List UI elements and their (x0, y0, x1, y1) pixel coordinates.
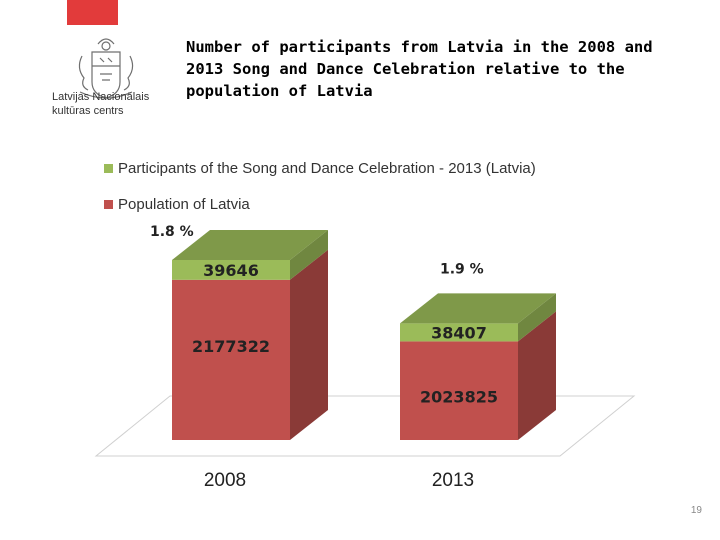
bar-participants-front (400, 323, 518, 342)
bar-participants-top (172, 230, 328, 260)
category-label: 2008 (204, 470, 246, 491)
percent-label: 1.8 % (150, 224, 194, 240)
legend-item-population: Population of Latvia (104, 196, 250, 213)
category-label: 2013 (432, 470, 474, 491)
value-label-population: 2023825 (420, 388, 498, 407)
bar-population-side (518, 311, 556, 440)
bar-participants-side (290, 230, 328, 280)
legend-swatch-participants (104, 164, 113, 173)
brand-accent-bar (67, 0, 118, 25)
bar-population-side (290, 249, 328, 440)
legend-label-population: Population of Latvia (118, 196, 250, 213)
value-label-population: 2177322 (192, 337, 270, 356)
bars-group: 2177322 39646 1.8 % 2008 2023825 38407 1.9 % 20… (150, 224, 556, 491)
legend-swatch-population (104, 200, 113, 209)
bar-participants-top (400, 293, 556, 324)
organization-name: Latvijas Nacionālais kultūras centrs (52, 90, 162, 118)
bar-participants-side (518, 293, 556, 342)
legend-item-participants: Participants of the Song and Dance Celeb… (104, 160, 536, 177)
value-label-participants: 38407 (431, 323, 487, 342)
page-number: 19 (690, 505, 702, 516)
legend-label-participants: Participants of the Song and Dance Celeb… (118, 160, 536, 177)
organization-name-line1: Latvijas Nacionālais (52, 91, 150, 103)
bar-population-front (400, 341, 518, 440)
bar-population-front (172, 279, 290, 440)
slide-title: Number of participants from Latvia in th… (186, 38, 653, 100)
coat-of-arms-logo (78, 38, 134, 99)
value-label-participants: 39646 (203, 261, 259, 280)
percent-label: 1.9 % (440, 261, 484, 277)
organization-name-line2: kultūras centrs (52, 105, 124, 117)
bar-participants-front (172, 260, 290, 280)
